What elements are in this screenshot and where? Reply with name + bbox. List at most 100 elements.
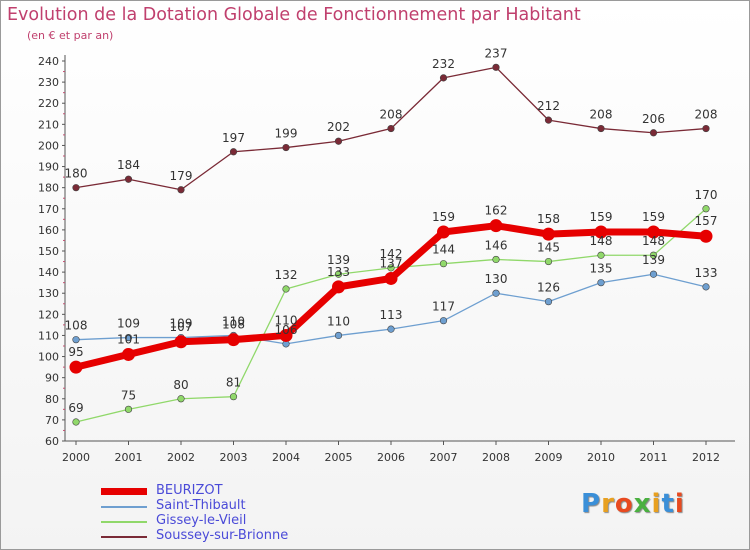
x-tick-label: 2002 bbox=[167, 451, 195, 464]
data-point-beurizot bbox=[69, 360, 83, 374]
data-label-saint-thibault: 110 bbox=[222, 314, 245, 328]
y-tick-label: 160 bbox=[38, 224, 59, 237]
data-label-beurizot: 159 bbox=[590, 210, 613, 224]
data-label-beurizot: 158 bbox=[537, 212, 560, 226]
x-tick-label: 2012 bbox=[692, 451, 720, 464]
data-label-saint-thibault: 106 bbox=[275, 323, 298, 337]
data-point-gissey-le-vieil bbox=[334, 270, 343, 278]
y-tick-label: 150 bbox=[38, 245, 59, 258]
data-label-gissey-le-vieil: 139 bbox=[327, 253, 350, 267]
data-label-beurizot: 108 bbox=[222, 318, 245, 332]
data-point-beurizot bbox=[594, 225, 608, 239]
data-label-saint-thibault: 133 bbox=[695, 266, 718, 280]
data-label-saint-thibault: 135 bbox=[590, 262, 613, 276]
y-tick-label: 120 bbox=[38, 308, 59, 321]
data-point-soussey-sur-brionne bbox=[544, 116, 553, 124]
legend-swatch bbox=[101, 488, 147, 495]
legend-label: Soussey-sur-Brionne bbox=[156, 528, 289, 543]
data-point-saint-thibault bbox=[492, 289, 500, 297]
data-point-beurizot bbox=[332, 280, 345, 294]
data-point-soussey-sur-brionne bbox=[439, 74, 448, 82]
data-label-saint-thibault: 130 bbox=[485, 272, 508, 286]
data-point-soussey-sur-brionne bbox=[229, 148, 238, 156]
data-label-soussey-sur-brionne: 199 bbox=[275, 127, 298, 141]
y-tick-label: 60 bbox=[45, 435, 59, 448]
data-point-gissey-le-vieil bbox=[124, 405, 133, 413]
data-point-saint-thibault bbox=[544, 298, 553, 306]
logo-letter: P bbox=[581, 489, 602, 519]
data-point-gissey-le-vieil bbox=[282, 285, 290, 293]
data-point-gissey-le-vieil bbox=[72, 418, 80, 426]
data-label-gissey-le-vieil: 142 bbox=[380, 247, 403, 261]
data-label-beurizot: 107 bbox=[170, 320, 193, 334]
data-label-gissey-le-vieil: 80 bbox=[173, 378, 188, 392]
data-label-soussey-sur-brionne: 197 bbox=[222, 131, 245, 145]
chart-title: Evolution de la Dotation Globale de Fonc… bbox=[7, 5, 581, 25]
data-label-beurizot: 159 bbox=[642, 210, 665, 224]
data-label-saint-thibault: 126 bbox=[537, 281, 560, 295]
data-point-gissey-le-vieil bbox=[229, 393, 238, 401]
y-tick-label: 230 bbox=[38, 76, 59, 89]
data-label-soussey-sur-brionne: 202 bbox=[327, 120, 350, 134]
data-label-beurizot: 95 bbox=[68, 345, 83, 359]
y-tick-label: 80 bbox=[45, 393, 59, 406]
data-point-gissey-le-vieil bbox=[492, 255, 500, 264]
x-tick-label: 2008 bbox=[482, 451, 510, 464]
y-tick-label: 90 bbox=[45, 372, 59, 385]
data-point-beurizot bbox=[699, 229, 713, 243]
y-tick-label: 110 bbox=[38, 329, 59, 342]
data-label-gissey-le-vieil: 148 bbox=[642, 234, 665, 248]
chart-subtitle: (en € et par an) bbox=[27, 29, 114, 42]
data-label-gissey-le-vieil: 145 bbox=[537, 241, 560, 255]
logo-letter: i bbox=[674, 489, 685, 519]
x-tick-label: 2004 bbox=[272, 451, 300, 464]
data-point-saint-thibault bbox=[597, 279, 605, 287]
data-point-gissey-le-vieil bbox=[649, 251, 658, 259]
data-label-gissey-le-vieil: 170 bbox=[695, 188, 718, 202]
data-label-soussey-sur-brionne: 179 bbox=[170, 169, 193, 183]
data-point-beurizot bbox=[174, 335, 188, 349]
data-label-gissey-le-vieil: 146 bbox=[485, 238, 508, 252]
data-point-beurizot bbox=[279, 328, 293, 342]
legend-swatch bbox=[101, 535, 147, 538]
y-tick-label: 130 bbox=[38, 287, 59, 300]
data-point-soussey-sur-brionne bbox=[282, 143, 290, 152]
data-point-gissey-le-vieil bbox=[177, 395, 185, 403]
y-tick-label: 70 bbox=[45, 414, 59, 427]
data-label-beurizot: 110 bbox=[275, 313, 298, 327]
legend-label: BEURIZOT bbox=[156, 483, 223, 498]
data-point-saint-thibault bbox=[124, 333, 133, 342]
logo-letter: o bbox=[614, 489, 634, 519]
data-labels: 180 184 179 197 199 202 208 232 237 212 208 206 208 6… bbox=[65, 46, 718, 415]
data-label-soussey-sur-brionne: 232 bbox=[432, 57, 455, 71]
data-label-beurizot: 159 bbox=[432, 210, 455, 224]
y-tick-label: 240 bbox=[38, 55, 59, 68]
data-point-soussey-sur-brionne bbox=[649, 129, 658, 137]
logo-letter: r bbox=[601, 489, 615, 519]
logo-letter: t bbox=[661, 489, 675, 519]
data-label-soussey-sur-brionne: 212 bbox=[537, 99, 560, 113]
data-point-gissey-le-vieil bbox=[387, 264, 395, 272]
data-point-saint-thibault bbox=[649, 270, 658, 278]
data-label-saint-thibault: 109 bbox=[117, 317, 140, 331]
data-label-soussey-sur-brionne: 206 bbox=[642, 112, 665, 126]
x-tick-label: 2011 bbox=[640, 451, 668, 464]
x-tick-label: 2001 bbox=[115, 451, 143, 464]
x-tick-label: 2006 bbox=[377, 451, 405, 464]
x-tick-label: 2010 bbox=[587, 451, 615, 464]
y-tick-label: 140 bbox=[38, 266, 59, 279]
y-tick-label: 170 bbox=[38, 203, 59, 216]
data-point-beurizot bbox=[122, 347, 135, 361]
data-point-soussey-sur-brionne bbox=[177, 186, 185, 194]
legend-swatch bbox=[101, 505, 147, 508]
data-label-gissey-le-vieil: 81 bbox=[226, 376, 241, 390]
data-label-gissey-le-vieil: 132 bbox=[275, 268, 298, 282]
logo-letter: x bbox=[633, 489, 652, 519]
data-point-gissey-le-vieil bbox=[544, 257, 553, 266]
y-tick-label: 220 bbox=[38, 97, 59, 110]
data-point-saint-thibault bbox=[387, 325, 395, 333]
data-label-soussey-sur-brionne: 237 bbox=[485, 46, 508, 60]
data-label-beurizot: 162 bbox=[485, 204, 508, 218]
